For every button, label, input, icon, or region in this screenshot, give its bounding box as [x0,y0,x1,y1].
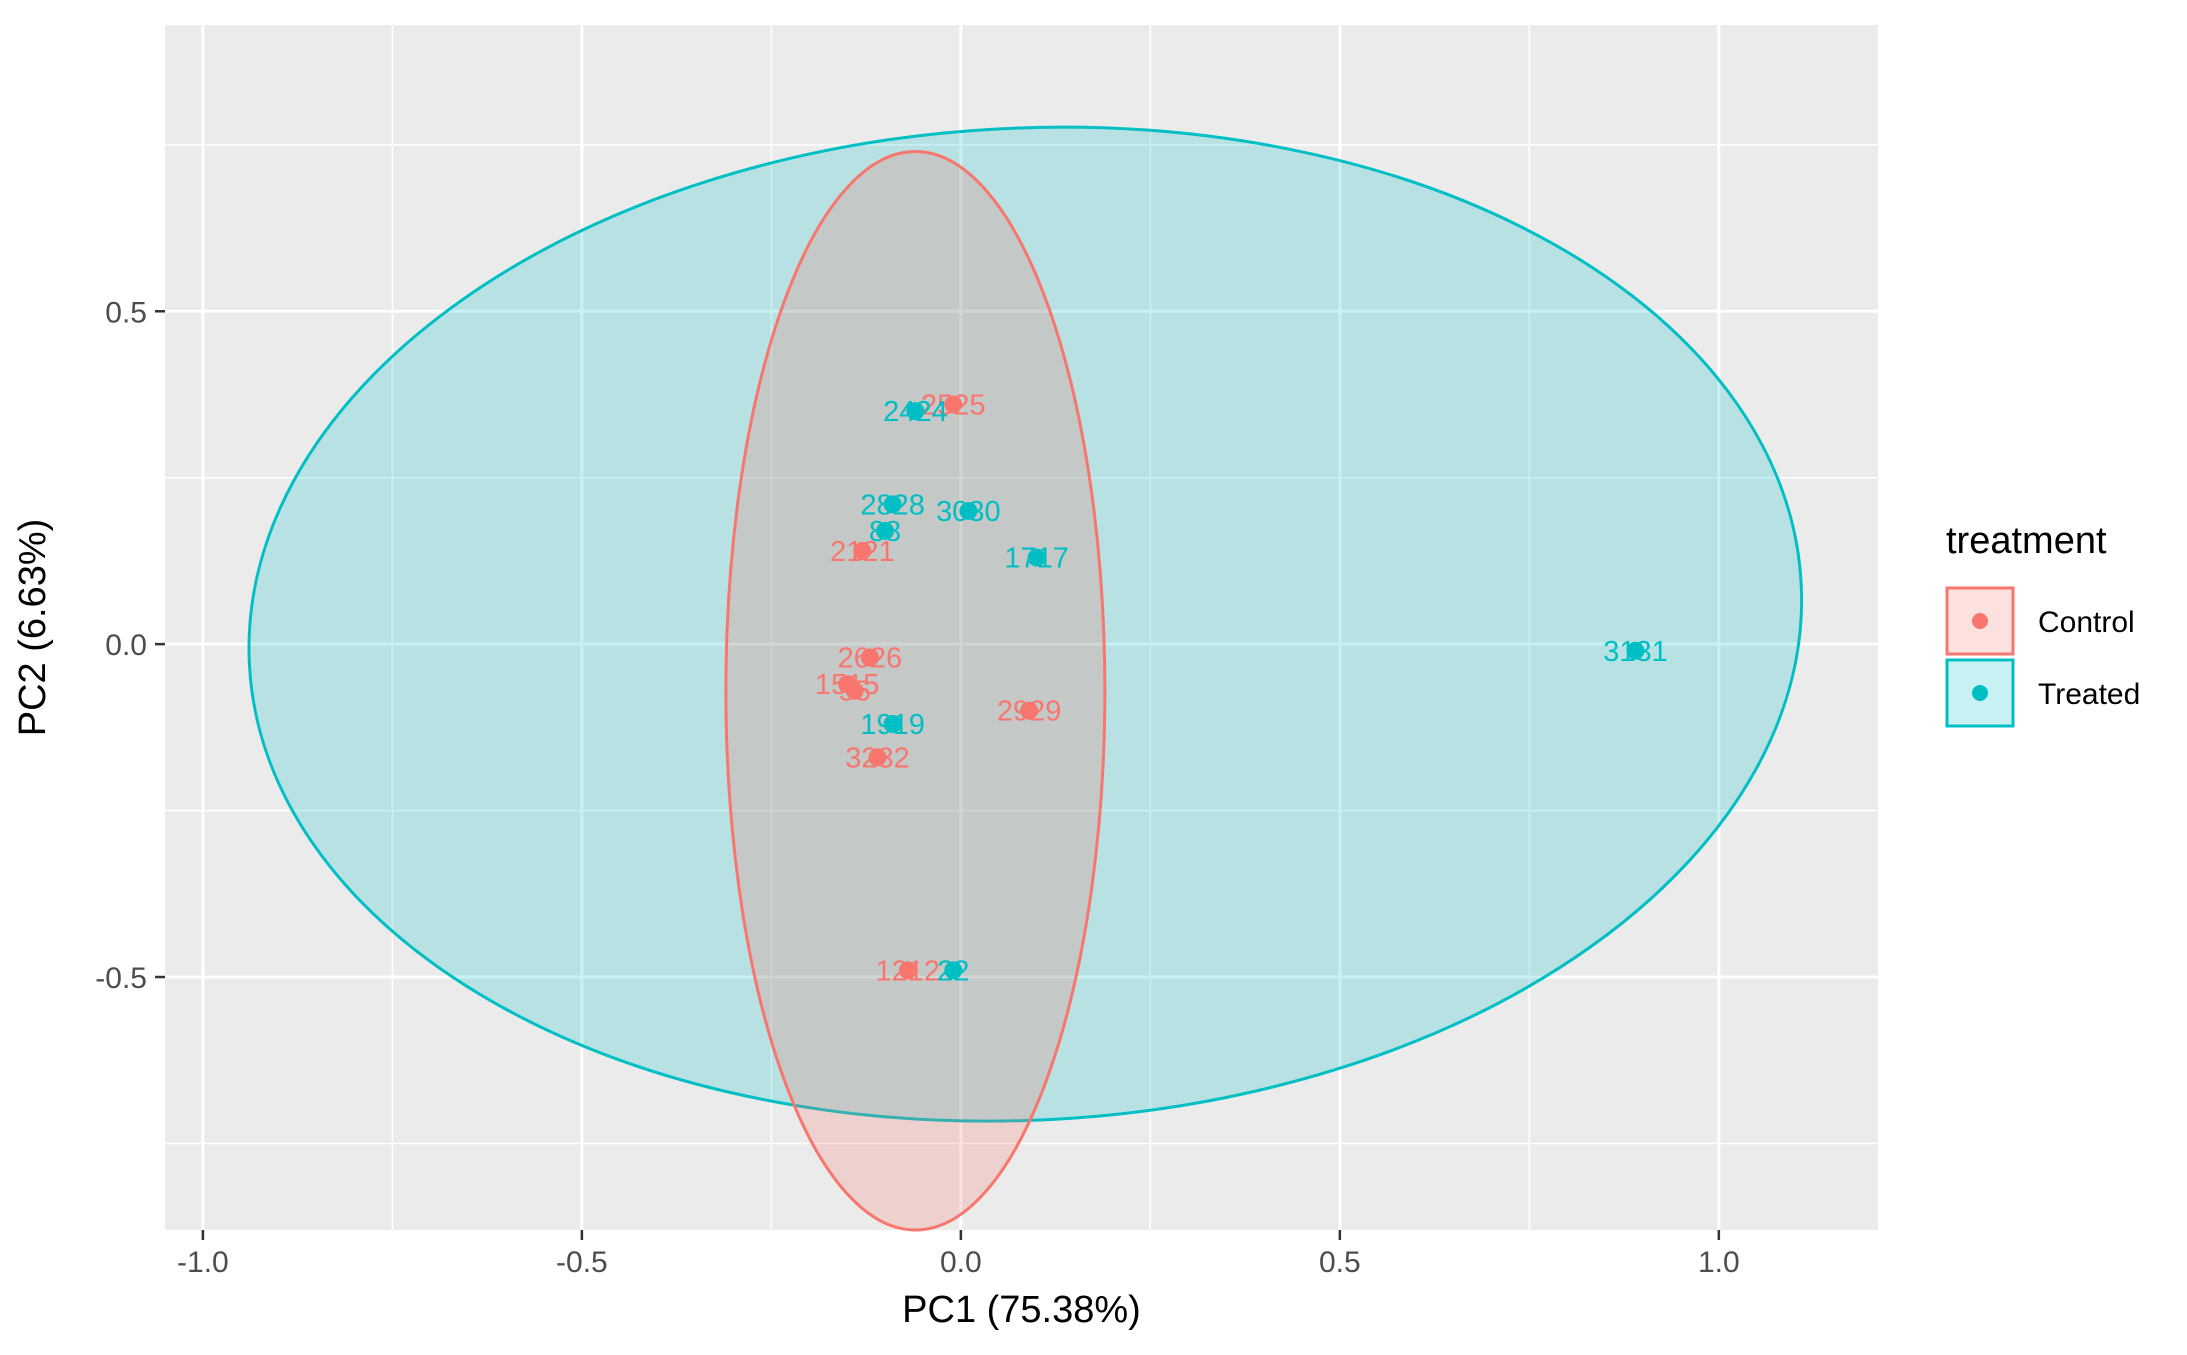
y-tick-label: 0.0 [105,629,147,662]
point-control [860,648,879,667]
point-treated [959,501,978,520]
legend-label-control: Control [2038,606,2135,639]
data-points [838,395,1645,980]
x-tick-label: -1.0 [177,1246,229,1279]
point-label: 2121 [830,536,895,568]
point-treated [883,715,902,734]
point-label: 2525 [921,389,986,421]
legend-point-control [1972,613,1988,629]
point-treated [883,495,902,514]
point-label: 3232 [845,742,910,774]
point-treated [944,961,963,980]
y-axis-title: PC2 (6.63%) [12,519,54,737]
point-label: 2626 [838,642,903,674]
panel-background [165,25,1878,1230]
legend-label-treated: Treated [2038,678,2140,711]
point-label: 2424 [883,396,948,428]
point-control [944,395,963,414]
point-control [853,541,872,560]
point-label: 2929 [997,696,1062,728]
point-label: 88 [869,516,901,548]
y-axis: -0.5 0.0 0.5 [95,296,165,995]
x-axis: -1.0 -0.5 0.0 0.5 1.0 [177,1230,1740,1279]
point-treated [1626,641,1645,660]
legend-point-treated [1972,685,1988,701]
point-control [845,681,864,700]
y-tick-label: 0.5 [105,296,147,329]
point-treated [906,402,925,421]
ellipse-control [724,149,1107,1232]
point-treated [876,521,895,540]
x-tick-label: -0.5 [556,1246,608,1279]
ellipse-treated [247,125,1804,1123]
grid-minor [165,25,1878,1230]
legend: treatment Control Treated [1945,520,2140,728]
x-tick-label: 0.5 [1319,1246,1361,1279]
point-label: 22 [937,955,969,987]
point-control [1020,701,1039,720]
point-label: 3131 [1603,636,1668,668]
point-label: 1212 [876,955,941,987]
point-treated [1027,548,1046,567]
point-label: 3030 [936,496,1001,528]
y-tick-label: -0.5 [95,962,147,995]
x-tick-label: 0.0 [940,1246,982,1279]
point-label: 2828 [860,489,925,521]
point-control [898,961,917,980]
x-tick-label: 1.0 [1698,1246,1740,1279]
point-control [868,748,887,767]
point-label: 1515 [815,669,880,701]
point-label: 55 [839,676,871,708]
grid-major [165,25,1878,1230]
point-label: 1919 [860,709,925,741]
point-label: 1717 [1004,543,1069,575]
confidence-ellipses [247,125,1804,1232]
legend-title: treatment [1946,520,2107,562]
x-axis-title: PC1 (75.38%) [902,1289,1141,1331]
